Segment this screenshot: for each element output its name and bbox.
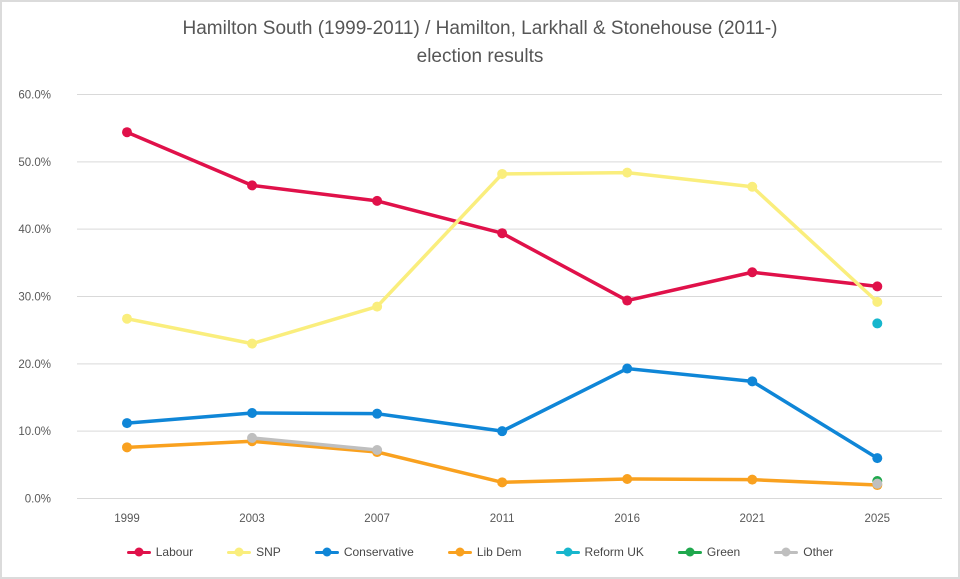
data-point-lib-dem (122, 442, 132, 453)
legend-dot-reform-uk-icon (563, 547, 573, 557)
chart-legend: Labour SNP Conservative Lib Dem Reform UK Gre… (2, 545, 958, 559)
legend-dot-other-icon (781, 547, 791, 557)
legend-dot-green-icon (685, 547, 695, 557)
data-point-snp (622, 167, 633, 178)
legend-item-snp: SNP (227, 545, 281, 559)
legend-line-marker-snp-icon (227, 547, 252, 557)
x-axis-tick-label: 1999 (114, 513, 140, 525)
legend-line-marker-green-icon (677, 547, 702, 557)
series-line-labour (125, 130, 880, 303)
x-axis-tick-label: 2007 (364, 513, 390, 525)
y-axis-tick-label: 40.0% (18, 224, 51, 236)
data-point-snp (372, 301, 383, 312)
chart-title-line2: election results (416, 46, 544, 67)
data-point-labour (122, 127, 132, 138)
legend-label-lib-dem: Lib Dem (476, 545, 522, 559)
data-point-labour (497, 228, 508, 239)
legend-label-other: Other (803, 545, 834, 559)
data-point-labour (622, 295, 633, 306)
x-axis-tick-label: 2011 (490, 513, 515, 525)
legend-item-green: Green (677, 545, 741, 559)
y-axis-tick-label: 20.0% (18, 359, 51, 371)
legend-dot-snp-icon (234, 547, 244, 557)
line-chart-plot-area: 0.0% 10.0% 20.0% 30.0% 40.0% 50.0% 60.0% 1999 20… (18, 90, 942, 525)
data-point-conservative (872, 453, 883, 464)
legend-item-reform-uk: Reform UK (555, 545, 644, 559)
data-point-snp (872, 296, 883, 307)
data-point-lib-dem (747, 474, 758, 485)
data-point-lib-dem (622, 473, 633, 484)
chart-title-line1: Hamilton South (1999-2011) / Hamilton, L… (182, 18, 778, 39)
legend-line-marker-reform-uk-icon (555, 547, 580, 557)
data-point-other (872, 478, 883, 489)
legend-item-conservative: Conservative (314, 545, 414, 559)
data-point-reform-uk (872, 318, 883, 329)
y-axis-tick-label: 10.0% (18, 426, 51, 438)
y-axis-tick-label: 50.0% (18, 157, 51, 169)
legend-label-labour: Labour (155, 545, 194, 559)
x-axis-tick-label: 2003 (239, 513, 265, 525)
legend-dot-lib-dem-icon (455, 547, 465, 557)
data-point-labour (747, 267, 758, 278)
data-point-lib-dem (497, 477, 508, 488)
x-axis-tick-label: 2025 (865, 513, 891, 525)
legend-label-conservative: Conservative (343, 545, 414, 559)
data-point-conservative (247, 407, 258, 418)
legend-item-lib-dem: Lib Dem (447, 545, 522, 559)
data-point-conservative (372, 408, 383, 419)
legend-line-marker-labour-icon (126, 547, 151, 557)
data-point-conservative (747, 376, 758, 387)
data-point-snp (747, 181, 758, 192)
legend-line-marker-other-icon (774, 547, 799, 557)
data-point-labour (872, 281, 883, 292)
legend-item-other: Other (774, 545, 833, 559)
series-line-conservative (125, 366, 880, 460)
series-line-snp (125, 170, 880, 346)
data-point-other (247, 432, 258, 443)
legend-line-marker-conservative-icon (314, 547, 339, 557)
y-axis-tick-label: 0.0% (25, 494, 51, 506)
data-point-conservative (497, 426, 508, 437)
data-point-snp (247, 338, 258, 349)
legend-label-reform-uk: Reform UK (584, 545, 644, 559)
legend-label-green: Green (706, 545, 741, 559)
legend-dot-conservative-icon (322, 547, 332, 557)
data-point-other (372, 445, 383, 456)
legend-dot-labour-icon (134, 547, 144, 557)
legend-line-marker-lib-dem-icon (447, 547, 472, 557)
data-point-labour (247, 180, 258, 191)
y-axis-tick-label: 60.0% (18, 90, 51, 102)
legend-item-labour: Labour (126, 545, 194, 559)
legend-label-snp: SNP (256, 545, 281, 559)
y-axis-tick-label: 30.0% (18, 292, 51, 304)
data-point-snp (497, 168, 508, 179)
data-point-snp (122, 313, 132, 324)
series-line-other (250, 436, 379, 452)
data-point-conservative (622, 363, 633, 374)
chart-title: Hamilton South (1999-2011) / Hamilton, L… (2, 15, 958, 71)
x-axis-tick-label: 2021 (739, 513, 765, 525)
x-axis-tick-label: 2016 (614, 513, 640, 525)
data-point-labour (372, 195, 383, 206)
data-point-conservative (122, 418, 132, 429)
